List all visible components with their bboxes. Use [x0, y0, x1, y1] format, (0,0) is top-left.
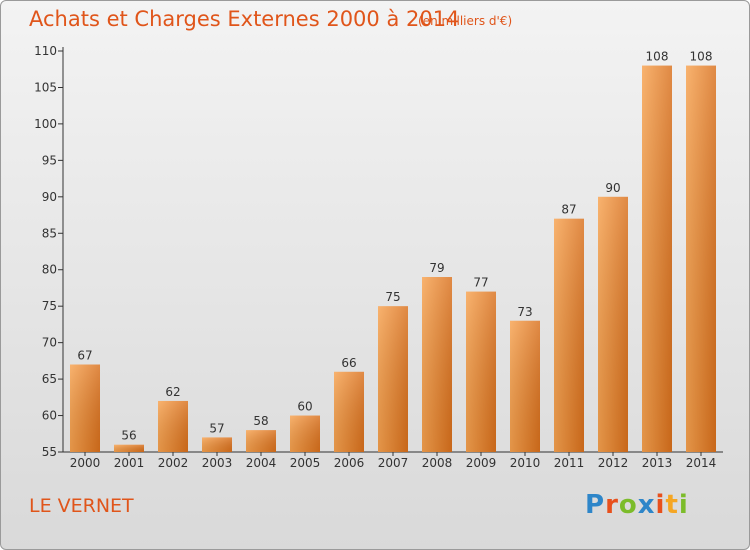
axes: 55 60 65 70 75 80 85 90 95 100 105 110 — [34, 44, 723, 459]
logo-letter: i — [655, 490, 666, 520]
y-tick-label: 75 — [42, 299, 57, 313]
data-label: 77 — [473, 276, 488, 290]
bar-shade — [202, 437, 232, 452]
y-tick-label: 70 — [42, 336, 57, 350]
y-tick-label: 105 — [34, 80, 57, 94]
bar-shade — [114, 444, 144, 452]
data-label: 90 — [605, 181, 620, 195]
data-label: 75 — [385, 290, 400, 304]
data-label: 57 — [209, 421, 224, 435]
x-tick-label: 2007 — [378, 456, 409, 470]
x-tick-label: 2009 — [466, 456, 497, 470]
x-tick-label: 2006 — [334, 456, 365, 470]
data-label: 62 — [165, 385, 180, 399]
chart-subtitle: (en milliers d'€) — [418, 14, 513, 28]
city-name: LE VERNET — [29, 495, 134, 517]
bar-shade — [70, 364, 100, 452]
data-label: 66 — [341, 356, 356, 370]
logo-letter: t — [665, 490, 679, 520]
bar-shade — [598, 196, 628, 452]
bars-group — [70, 65, 716, 452]
y-tick-label: 60 — [42, 409, 57, 423]
bar-shade — [642, 65, 672, 452]
data-label: 108 — [646, 50, 669, 64]
y-tick-label: 110 — [34, 44, 57, 58]
data-label: 56 — [121, 429, 136, 443]
y-tick-label: 55 — [42, 445, 57, 459]
data-label: 79 — [429, 261, 444, 275]
bar-shade — [334, 371, 364, 452]
x-tick-label: 2012 — [598, 456, 629, 470]
logo-letter: r — [605, 490, 619, 520]
y-tick-label: 95 — [42, 153, 57, 167]
x-tick-label: 2002 — [158, 456, 189, 470]
x-tick-label: 2005 — [290, 456, 321, 470]
x-tick-label: 2010 — [510, 456, 541, 470]
x-tick-label: 2000 — [70, 456, 101, 470]
bar-shade — [686, 65, 716, 452]
x-tick-label: 2001 — [114, 456, 145, 470]
x-tick-label: 2013 — [642, 456, 673, 470]
y-tick-label: 85 — [42, 226, 57, 240]
x-tick-label: 2014 — [686, 456, 717, 470]
data-label: 87 — [561, 203, 576, 217]
data-label: 58 — [253, 414, 268, 428]
y-tick-label: 80 — [42, 263, 57, 277]
bar-shade — [378, 306, 408, 452]
proxiti-logo: Proxiti — [585, 490, 689, 520]
x-tick-label: 2004 — [246, 456, 277, 470]
logo-letter: o — [618, 490, 638, 520]
logo-letter: P — [585, 490, 606, 520]
y-tick-label: 65 — [42, 372, 57, 386]
y-tick-label: 100 — [34, 117, 57, 131]
bar-shade — [158, 400, 188, 452]
data-label: 67 — [77, 349, 92, 363]
x-tick-label: 2003 — [202, 456, 233, 470]
bar-shade — [246, 430, 276, 452]
x-tick-label: 2011 — [554, 456, 585, 470]
labels-group: 2000 67 2001 56 2002 62 2003 57 2004 58 2005 60 2006… — [70, 50, 717, 470]
logo-letter: i — [678, 490, 689, 520]
logo-letter: x — [637, 490, 656, 520]
data-label: 73 — [517, 305, 532, 319]
data-label: 60 — [297, 400, 312, 414]
bar-shade — [510, 320, 540, 452]
x-tick-label: 2008 — [422, 456, 453, 470]
bar-shade — [554, 218, 584, 452]
y-tick-label: 90 — [42, 190, 57, 204]
bar-shade — [290, 415, 320, 452]
chart-title: Achats et Charges Externes 2000 à 2014 — [29, 7, 460, 31]
bar-shade — [422, 277, 452, 452]
data-label: 108 — [690, 50, 713, 64]
bar-shade — [466, 291, 496, 452]
